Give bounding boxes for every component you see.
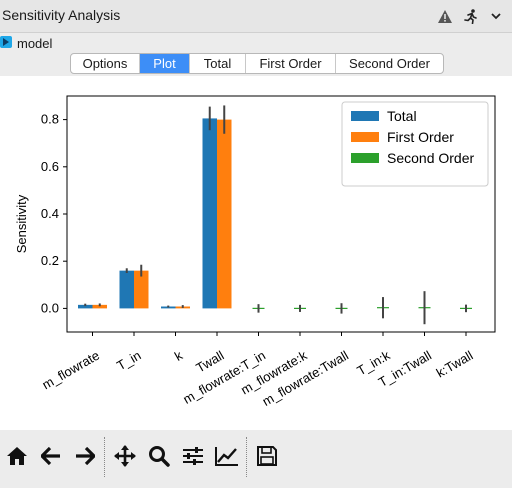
y-tick-label: 0.4 (41, 206, 59, 221)
tab-first-order[interactable]: First Order (246, 54, 336, 73)
sensitivity-chart[interactable]: 0.0 0.2 0.4 0.6 0.8 Sensitivity m_flowrate T_in… (0, 76, 512, 430)
x-tick-label: m_flowrate (39, 348, 102, 393)
chevron-down-icon[interactable] (487, 7, 505, 25)
legend-label: Second Order (387, 150, 474, 166)
y-tick-label: 0.2 (41, 253, 59, 268)
bar-total (119, 270, 134, 309)
home-icon[interactable] (4, 443, 30, 469)
tab-bar: Options Plot Total First Order Second Or… (70, 53, 444, 74)
configure-subplots-icon[interactable] (180, 443, 206, 469)
save-icon[interactable] (254, 443, 280, 469)
tab-second-order[interactable]: Second Order (349, 56, 430, 71)
back-icon[interactable] (38, 443, 64, 469)
bar-total (202, 118, 217, 309)
x-tick-label: k (172, 347, 186, 363)
tab-total[interactable]: Total (190, 54, 246, 73)
zoom-icon[interactable] (146, 443, 172, 469)
running-person-icon[interactable] (462, 7, 480, 25)
legend-swatch (351, 132, 379, 142)
y-axis-label: Sensitivity (14, 194, 29, 253)
tab-plot[interactable]: Plot (140, 54, 190, 73)
title-bar: Sensitivity Analysis (0, 0, 512, 33)
legend (341, 101, 489, 187)
legend-swatch (351, 153, 379, 163)
y-tick-label: 0.6 (41, 159, 59, 174)
edit-curves-icon[interactable] (214, 443, 240, 469)
legend-swatch (351, 111, 379, 121)
legend-label: First Order (387, 129, 454, 145)
bar-first-order (134, 270, 149, 309)
toolbar-separator (104, 437, 105, 477)
tab-options[interactable]: Options (71, 54, 140, 73)
bar-first-order (217, 119, 232, 309)
model-row[interactable]: model (0, 33, 512, 53)
bar-total (78, 304, 93, 309)
forward-icon[interactable] (72, 443, 98, 469)
plot-toolbar (0, 431, 512, 488)
model-label: model (17, 36, 53, 51)
pan-icon[interactable] (112, 443, 138, 469)
warning-icon[interactable] (436, 7, 454, 25)
y-tick-label: 0.0 (41, 300, 59, 315)
legend-label: Total (387, 108, 417, 124)
model-icon (0, 36, 12, 48)
toolbar-separator (246, 437, 247, 477)
window-title: Sensitivity Analysis (2, 7, 121, 23)
x-tick-label: k:Twall (434, 348, 476, 381)
plot-panel: 0.0 0.2 0.4 0.6 0.8 Sensitivity m_flowrate T_in… (0, 76, 512, 430)
x-tick-label: T_in (114, 348, 143, 374)
y-tick-label: 0.8 (41, 112, 59, 127)
bar-first-order (92, 304, 107, 309)
